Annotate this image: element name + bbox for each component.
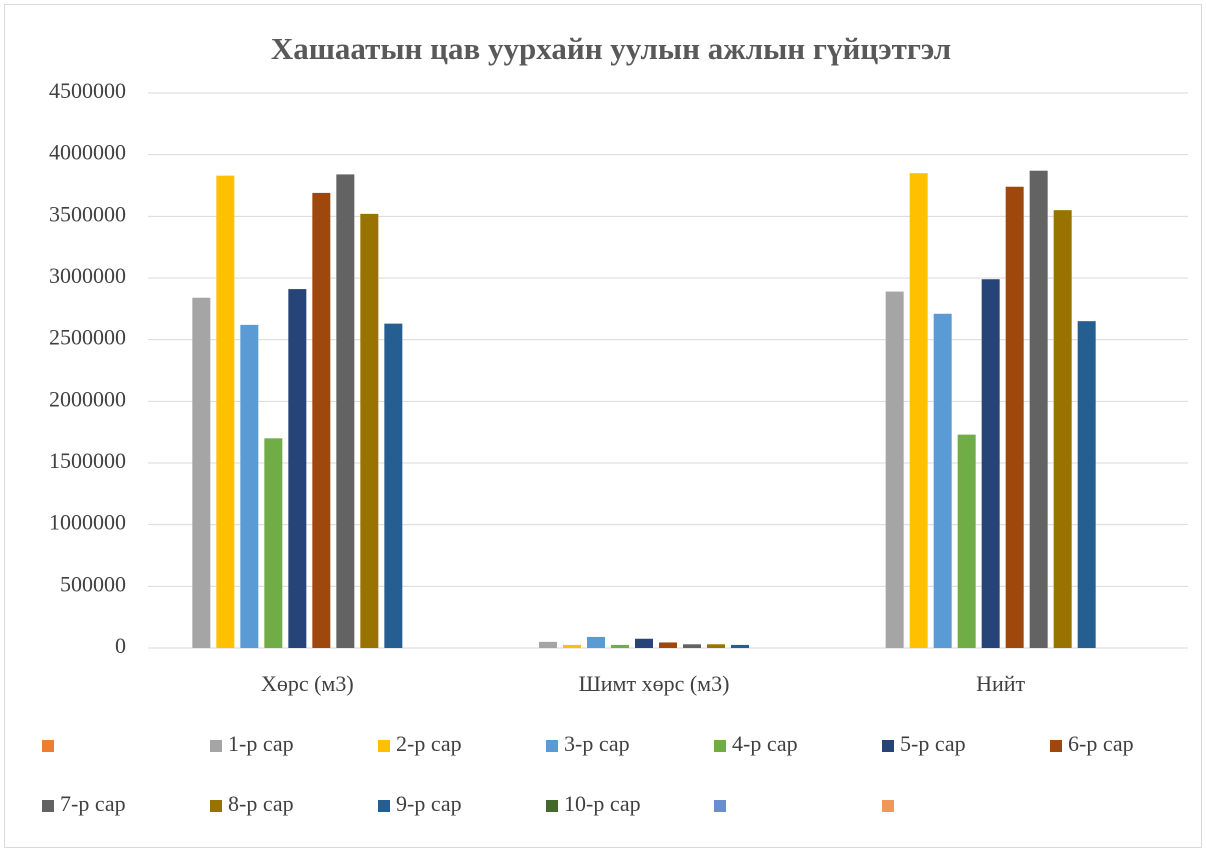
x-tick-label: Нийт — [976, 671, 1025, 696]
bar — [288, 289, 307, 648]
legend-swatch — [546, 800, 558, 812]
legend-swatch — [1050, 740, 1062, 752]
legend-swatch — [210, 800, 222, 812]
bar — [659, 642, 677, 648]
bar — [264, 438, 283, 648]
y-tick-label: 3000000 — [49, 263, 126, 288]
legend-swatch — [882, 800, 894, 812]
legend-swatch — [42, 800, 54, 812]
x-tick-label: Шимт хөрс (м3) — [579, 671, 730, 696]
chart-title: Хашаатын цав уурхайн уулын ажлын гүйцэтг… — [271, 31, 951, 66]
y-tick-label: 4500000 — [49, 78, 126, 103]
bar — [216, 175, 235, 648]
bar — [1077, 321, 1096, 648]
bar — [587, 636, 605, 648]
legend-swatch — [210, 740, 222, 752]
bar — [1053, 210, 1072, 648]
legend-swatch — [546, 740, 558, 752]
bar — [312, 192, 331, 648]
y-tick-label: 3500000 — [49, 201, 126, 226]
legend-swatch — [378, 800, 390, 812]
legend-label: 6-р сар — [1068, 731, 1134, 756]
legend-label: 3-р сар — [564, 731, 630, 756]
legend-label: 2-р сар — [396, 731, 462, 756]
legend-swatch — [714, 740, 726, 752]
bar — [933, 313, 952, 648]
bar — [192, 297, 211, 648]
y-tick-label: 1000000 — [49, 510, 126, 535]
legend-label: 5-р сар — [900, 731, 966, 756]
bar — [957, 434, 976, 648]
bar — [611, 644, 629, 648]
bar — [683, 644, 701, 648]
legend-label: 7-р сар — [60, 791, 126, 816]
y-tick-label: 4000000 — [49, 140, 126, 165]
legend-label: 10-р сар — [564, 791, 641, 816]
bar — [539, 641, 557, 648]
bar — [1029, 170, 1048, 648]
legend-label: 8-р сар — [228, 791, 294, 816]
legend-label: 1-р сар — [228, 731, 294, 756]
bar — [384, 323, 403, 648]
y-tick-label: 0 — [115, 633, 126, 658]
bar — [563, 644, 581, 648]
legend-swatch — [378, 740, 390, 752]
legend-swatch — [882, 740, 894, 752]
y-tick-label: 2500000 — [49, 325, 126, 350]
bar — [240, 324, 259, 648]
bar — [360, 213, 379, 648]
legend-label: 4-р сар — [732, 731, 798, 756]
bar — [707, 644, 725, 648]
bar — [731, 644, 749, 648]
y-tick-label: 1500000 — [49, 448, 126, 473]
bar — [909, 173, 928, 648]
x-tick-label: Хөрс (м3) — [261, 671, 354, 696]
bar — [1005, 186, 1024, 648]
bar — [635, 638, 653, 648]
bar — [336, 174, 355, 648]
bar — [981, 279, 1000, 648]
y-tick-label: 2000000 — [49, 386, 126, 411]
y-tick-label: 500000 — [60, 571, 126, 596]
bar — [885, 291, 904, 648]
legend-swatch — [42, 740, 54, 752]
legend-swatch — [714, 800, 726, 812]
legend-label: 9-р сар — [396, 791, 462, 816]
